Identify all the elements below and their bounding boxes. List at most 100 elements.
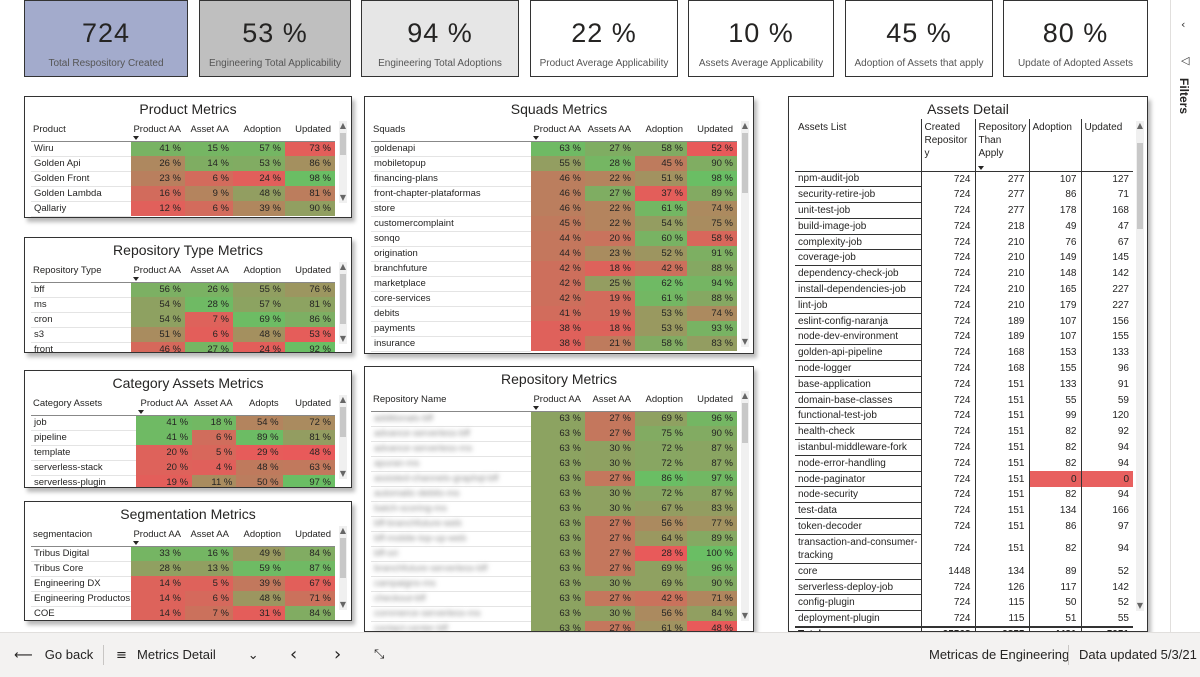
- go-back-button[interactable]: ⟵ Go back: [14, 647, 94, 663]
- table-row[interactable]: install-dependencies-job 724 210 165 227: [795, 281, 1133, 298]
- table-row[interactable]: functional-test-job 724 151 99 120: [795, 407, 1133, 425]
- table-row[interactable]: domain-base-classes 724 151 55 59: [795, 392, 1133, 409]
- column-header[interactable]: Squads: [371, 119, 531, 142]
- table-row[interactable]: assisted-channels-graphql-bff 63 % 27 % 86 …: [371, 471, 737, 487]
- column-header[interactable]: Product AA: [131, 260, 185, 283]
- scroll-thumb[interactable]: [340, 407, 346, 437]
- table-row[interactable]: serverless-deploy-job 724 126 117 142: [795, 579, 1133, 596]
- table-row[interactable]: s3 51 % 6 % 48 % 53 %: [31, 327, 335, 343]
- column-header[interactable]: Repository Than Apply: [975, 119, 1030, 172]
- column-header[interactable]: Updated: [687, 119, 737, 142]
- table-row[interactable]: sonqo 44 % 20 % 60 % 58 %: [371, 231, 737, 247]
- column-header[interactable]: Product AA: [531, 389, 585, 412]
- table-row[interactable]: core-services 42 % 19 % 61 % 88 %: [371, 291, 737, 307]
- scroll-down-icon[interactable]: ▼: [339, 469, 347, 478]
- table-row[interactable]: security-retire-job 724 277 86 71: [795, 186, 1133, 204]
- column-header[interactable]: Adoption: [233, 119, 285, 142]
- table-row[interactable]: health-check 724 151 82 92: [795, 423, 1133, 441]
- scroll-up-icon[interactable]: ▲: [339, 262, 347, 271]
- table-row[interactable]: token-decoder 724 151 86 97: [795, 518, 1133, 535]
- table-row[interactable]: core 1448 134 89 52: [795, 563, 1133, 580]
- column-header[interactable]: segmentacion: [31, 524, 131, 547]
- table-row[interactable]: Golden Api 26 % 14 % 53 % 86 %: [31, 156, 335, 172]
- column-header[interactable]: Asset AA: [185, 119, 233, 142]
- table-row[interactable]: origination 44 % 23 % 52 % 91 %: [371, 246, 737, 262]
- column-header[interactable]: Adoption: [233, 260, 285, 283]
- table-row[interactable]: cron 54 % 7 % 69 % 86 %: [31, 312, 335, 328]
- table-row[interactable]: marketplace 42 % 25 % 62 % 94 %: [371, 276, 737, 292]
- table-row[interactable]: Wiru 41 % 15 % 57 % 73 %: [31, 141, 335, 157]
- chevron-left-icon[interactable]: ‹: [1181, 18, 1186, 31]
- scroll-down-icon[interactable]: ▼: [741, 337, 749, 346]
- table-row[interactable]: build-image-job 724 218 49 47: [795, 218, 1133, 235]
- table-row[interactable]: customercomplaint 45 % 22 % 54 % 75 %: [371, 216, 737, 232]
- table-row[interactable]: Golden Front 23 % 6 % 24 % 98 %: [31, 171, 335, 187]
- fit-to-page-icon[interactable]: ⤡: [374, 647, 385, 662]
- column-header[interactable]: Updated: [282, 393, 335, 416]
- scroll-up-icon[interactable]: ▲: [741, 391, 749, 400]
- table-row[interactable]: npm-audit-job 724 277 107 127: [795, 171, 1133, 188]
- table-row[interactable]: additionals-bff 63 % 27 % 69 % 96 %: [371, 411, 737, 427]
- scroll-up-icon[interactable]: ▲: [339, 395, 347, 404]
- scroll-up-icon[interactable]: ▲: [1136, 121, 1144, 130]
- table-row[interactable]: financing-plans 46 % 22 % 51 % 98 %: [371, 171, 737, 187]
- previous-page-icon[interactable]: ‹: [290, 644, 298, 665]
- column-header[interactable]: Category Assets: [31, 393, 136, 416]
- scroll-down-icon[interactable]: ▼: [339, 600, 347, 609]
- table-row[interactable]: advance-serverless-bff 63 % 27 % 75 % 90 %: [371, 426, 737, 442]
- column-header[interactable]: Assets AA: [585, 119, 635, 142]
- table-row[interactable]: Engineering DX 14 % 5 % 39 % 67 %: [31, 576, 335, 592]
- table-row[interactable]: node-error-handling 724 151 82 94: [795, 455, 1133, 472]
- column-header[interactable]: Asset AA: [192, 393, 237, 416]
- table-row[interactable]: bff-branchfuture-web 63 % 27 % 56 % 77 %: [371, 516, 737, 532]
- column-header[interactable]: Updated: [687, 389, 737, 412]
- scroll-down-icon[interactable]: ▼: [1136, 601, 1144, 610]
- table-row[interactable]: job 41 % 18 % 54 % 72 %: [31, 415, 335, 431]
- table-row[interactable]: test-data 724 151 134 166: [795, 502, 1133, 520]
- column-header[interactable]: Updated: [285, 260, 335, 283]
- table-row[interactable]: Golden Lambda 16 % 9 % 48 % 81 %: [31, 186, 335, 202]
- table-row[interactable]: store 46 % 22 % 61 % 74 %: [371, 201, 737, 217]
- table-row[interactable]: bff-mobile-top-up-web 63 % 27 % 64 % 89 %: [371, 531, 737, 547]
- table-row[interactable]: campaigns-ms 63 % 30 % 69 % 90 %: [371, 576, 737, 592]
- scroll-thumb[interactable]: [1137, 143, 1143, 229]
- column-header[interactable]: Repository Name: [371, 389, 531, 412]
- table-row[interactable]: bff-ori 63 % 27 % 28 % 100 %: [371, 546, 737, 562]
- scroll-down-icon[interactable]: ▼: [741, 611, 749, 620]
- table-row[interactable]: lint-job 724 210 179 227: [795, 297, 1133, 314]
- scroll-up-icon[interactable]: ▲: [339, 121, 347, 130]
- table-row[interactable]: serverless-plugin 19 % 11 % 50 % 97 %: [31, 475, 335, 487]
- table-row[interactable]: node-paginator 724 151 0 0: [795, 471, 1133, 488]
- column-header[interactable]: Asset AA: [585, 389, 635, 412]
- next-page-icon[interactable]: ›: [334, 644, 342, 665]
- table-row[interactable]: serverless-stack 20 % 4 % 48 % 63 %: [31, 460, 335, 476]
- scroll-thumb[interactable]: [340, 538, 346, 578]
- table-row[interactable]: base-application 724 151 133 91: [795, 376, 1133, 393]
- table-row[interactable]: Tribus Core 28 % 13 % 59 % 87 %: [31, 561, 335, 577]
- table-row[interactable]: advance-serverless-ms 63 % 30 % 72 % 87 %: [371, 441, 737, 457]
- table-row[interactable]: ms 54 % 28 % 57 % 81 %: [31, 297, 335, 313]
- column-header[interactable]: Adoption: [1029, 119, 1082, 172]
- column-header[interactable]: Adoption: [233, 524, 285, 547]
- table-row[interactable]: front-chapter-plataformas 46 % 27 % 37 % 89 …: [371, 186, 737, 202]
- table-row[interactable]: Qallariy 12 % 6 % 39 % 90 %: [31, 201, 335, 217]
- scroll-thumb[interactable]: [742, 133, 748, 193]
- column-header[interactable]: Adoption: [635, 119, 687, 142]
- column-header[interactable]: Created Repositor y: [921, 119, 976, 172]
- scroll-down-icon[interactable]: ▼: [339, 334, 347, 343]
- column-header[interactable]: Adoption: [635, 389, 687, 412]
- table-row[interactable]: golden-api-pipeline 724 168 153 133: [795, 344, 1133, 362]
- table-row[interactable]: Engineering Productos 14 % 6 % 48 % 71 %: [31, 591, 335, 607]
- table-row[interactable]: contact-center-bff 63 % 27 % 61 % 48 %: [371, 621, 737, 631]
- table-row[interactable]: commerce-serverless-ms 63 % 30 % 56 % 84 %: [371, 606, 737, 622]
- table-row[interactable]: apuran-ms 63 % 30 % 72 % 87 %: [371, 456, 737, 472]
- vertical-scrollbar[interactable]: ▲ ▼: [741, 391, 749, 621]
- table-row[interactable]: node-dev-environment 724 189 107 155: [795, 328, 1133, 346]
- column-header[interactable]: Product AA: [131, 524, 185, 547]
- column-header[interactable]: Adopts: [236, 393, 283, 416]
- table-row[interactable]: Tribus Digital 33 % 16 % 49 % 84 %: [31, 546, 335, 562]
- table-row[interactable]: coverage-job 724 210 149 145: [795, 249, 1133, 267]
- scroll-thumb[interactable]: [340, 274, 346, 324]
- table-row[interactable]: eslint-config-naranja 724 189 107 156: [795, 313, 1133, 330]
- vertical-scrollbar[interactable]: ▲ ▼: [339, 526, 347, 610]
